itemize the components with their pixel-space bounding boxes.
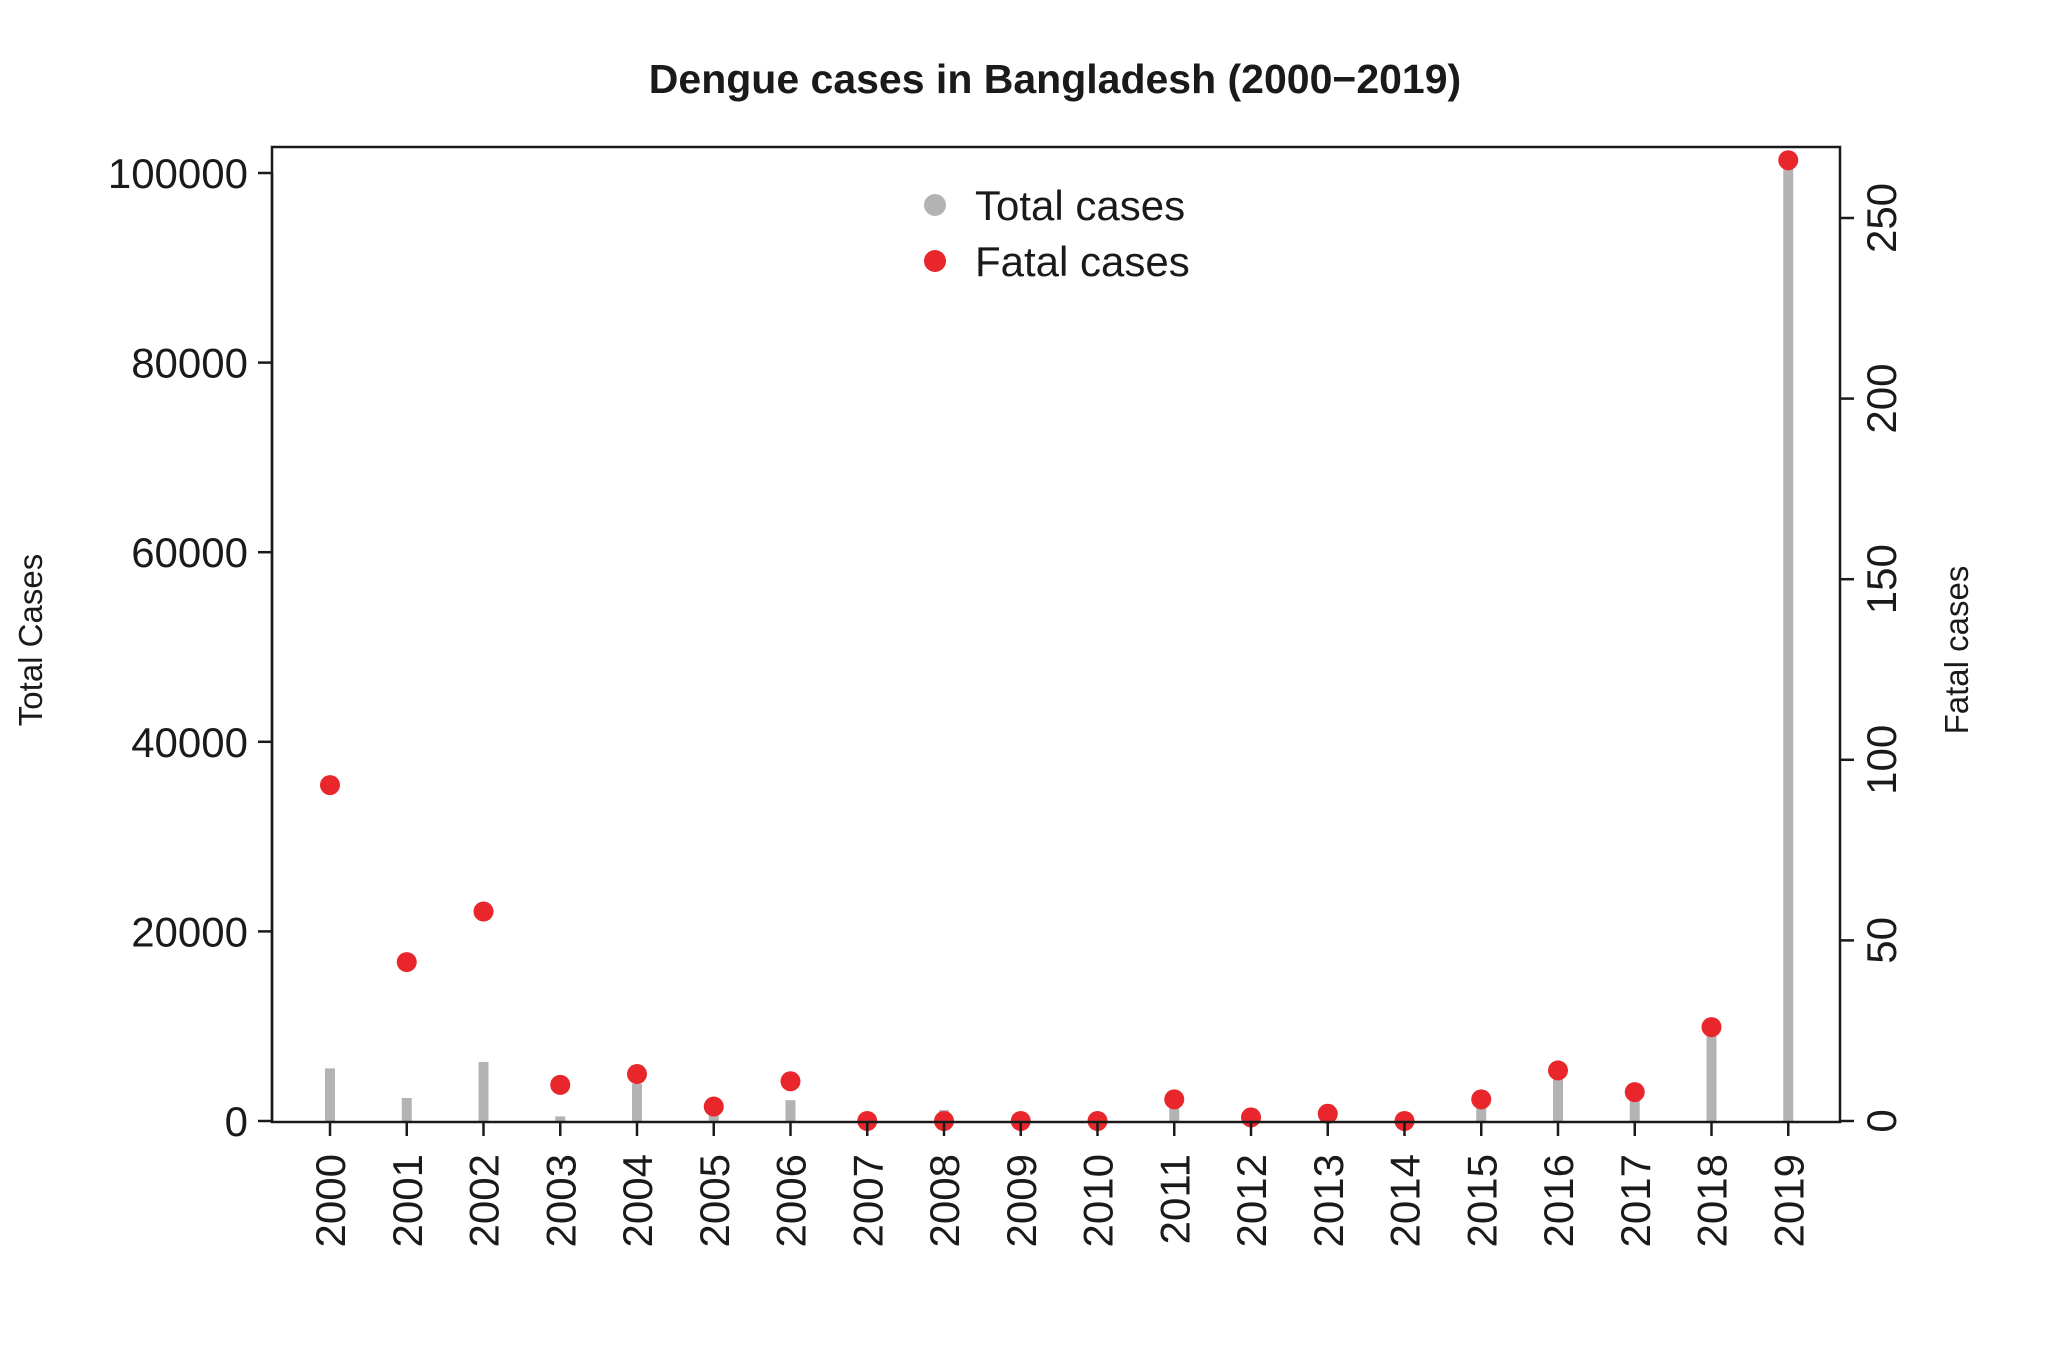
- point-fatal-cases: [780, 1071, 801, 1092]
- x-tick-label: 2011: [1151, 1154, 1198, 1244]
- point-fatal-cases: [1548, 1060, 1568, 1081]
- y2-tick-label: 0: [1858, 1109, 1905, 1132]
- y2-tick-label: 250: [1858, 183, 1905, 253]
- point-fatal-cases: [1778, 150, 1799, 171]
- bar-total-cases: [325, 1068, 335, 1121]
- point-fatal-cases: [703, 1096, 724, 1117]
- x-tick-label: 2017: [1612, 1154, 1659, 1247]
- x-tick-label: 2005: [691, 1154, 738, 1247]
- point-fatal-cases: [1164, 1089, 1185, 1110]
- x-tick-label: 2013: [1305, 1154, 1352, 1247]
- point-fatal-cases: [1624, 1082, 1645, 1103]
- y-tick-label: 20000: [131, 908, 248, 955]
- y2-tick-label: 100: [1858, 725, 1905, 795]
- x-tick-label: 2012: [1228, 1154, 1275, 1247]
- x-tick-label: 2019: [1765, 1154, 1812, 1247]
- fatal-cases-points: [320, 150, 1799, 1131]
- bar-total-cases: [632, 1083, 642, 1121]
- plot-frame: [270, 145, 1842, 1124]
- y-tick-label: 40000: [131, 719, 248, 766]
- x-tick-label: 2016: [1535, 1154, 1582, 1247]
- x-tick-label: 2002: [461, 1154, 508, 1247]
- bar-total-cases: [1783, 160, 1794, 1122]
- bar-total-cases: [1706, 1024, 1717, 1121]
- legend-swatch-fatal-cases: [924, 250, 946, 272]
- bar-total-cases: [1169, 1108, 1180, 1121]
- y2-tick-label: 200: [1858, 364, 1905, 434]
- legend-label-fatal-cases: Fatal cases: [975, 238, 1190, 285]
- left-y-axis: 0 20000 40000 60000 80000 100000: [108, 150, 274, 1145]
- legend: Total cases Fatal cases: [924, 182, 1190, 285]
- x-tick-label: 2000: [307, 1154, 354, 1247]
- x-tick-label: 2015: [1458, 1154, 1505, 1247]
- y2-tick-label: 150: [1858, 544, 1905, 614]
- point-fatal-cases: [1317, 1103, 1338, 1124]
- x-axis: 2000 2001 2002 2003 2004 2005 2006 2007 2008 2009…: [307, 1122, 1812, 1247]
- legend-swatch-total-cases: [924, 194, 946, 216]
- bar-total-cases: [401, 1097, 412, 1121]
- x-tick-label: 2018: [1689, 1154, 1736, 1247]
- legend-label-total-cases: Total cases: [975, 182, 1185, 229]
- y-tick-label: 80000: [131, 340, 248, 387]
- y2-tick-label: 50: [1858, 917, 1905, 964]
- x-tick-label: 2009: [998, 1154, 1045, 1247]
- point-fatal-cases: [320, 775, 340, 796]
- y-axis-label: Total Cases: [12, 554, 49, 726]
- x-tick-label: 2008: [921, 1154, 968, 1247]
- bar-total-cases: [1553, 1063, 1563, 1121]
- x-tick-label: 2001: [384, 1154, 431, 1247]
- y-tick-label: 100000: [108, 150, 248, 197]
- y2-axis-label: Fatal cases: [1938, 566, 1975, 735]
- point-fatal-cases: [627, 1064, 647, 1085]
- point-fatal-cases: [1471, 1089, 1492, 1110]
- bar-total-cases: [478, 1061, 489, 1121]
- bar-total-cases: [1629, 1094, 1640, 1121]
- chart-title: Dengue cases in Bangladesh (2000−2019): [649, 56, 1461, 102]
- x-tick-label: 2007: [844, 1154, 891, 1247]
- bar-total-cases: [785, 1100, 796, 1121]
- right-y-axis: 0 50 100 150 200 250: [1840, 183, 1905, 1133]
- y-tick-label: 60000: [131, 529, 248, 576]
- total-cases-bars: [325, 160, 1794, 1122]
- point-fatal-cases: [1701, 1017, 1722, 1038]
- x-tick-label: 2004: [614, 1154, 661, 1247]
- x-tick-label: 2014: [1382, 1154, 1429, 1247]
- x-tick-label: 2006: [768, 1154, 815, 1247]
- point-fatal-cases: [550, 1074, 571, 1095]
- x-tick-label: 2010: [1075, 1154, 1122, 1247]
- point-fatal-cases: [473, 901, 494, 922]
- bar-total-cases: [555, 1116, 566, 1121]
- point-fatal-cases: [396, 952, 417, 973]
- y-tick-label: 0: [225, 1098, 248, 1145]
- x-tick-label: 2003: [537, 1154, 584, 1247]
